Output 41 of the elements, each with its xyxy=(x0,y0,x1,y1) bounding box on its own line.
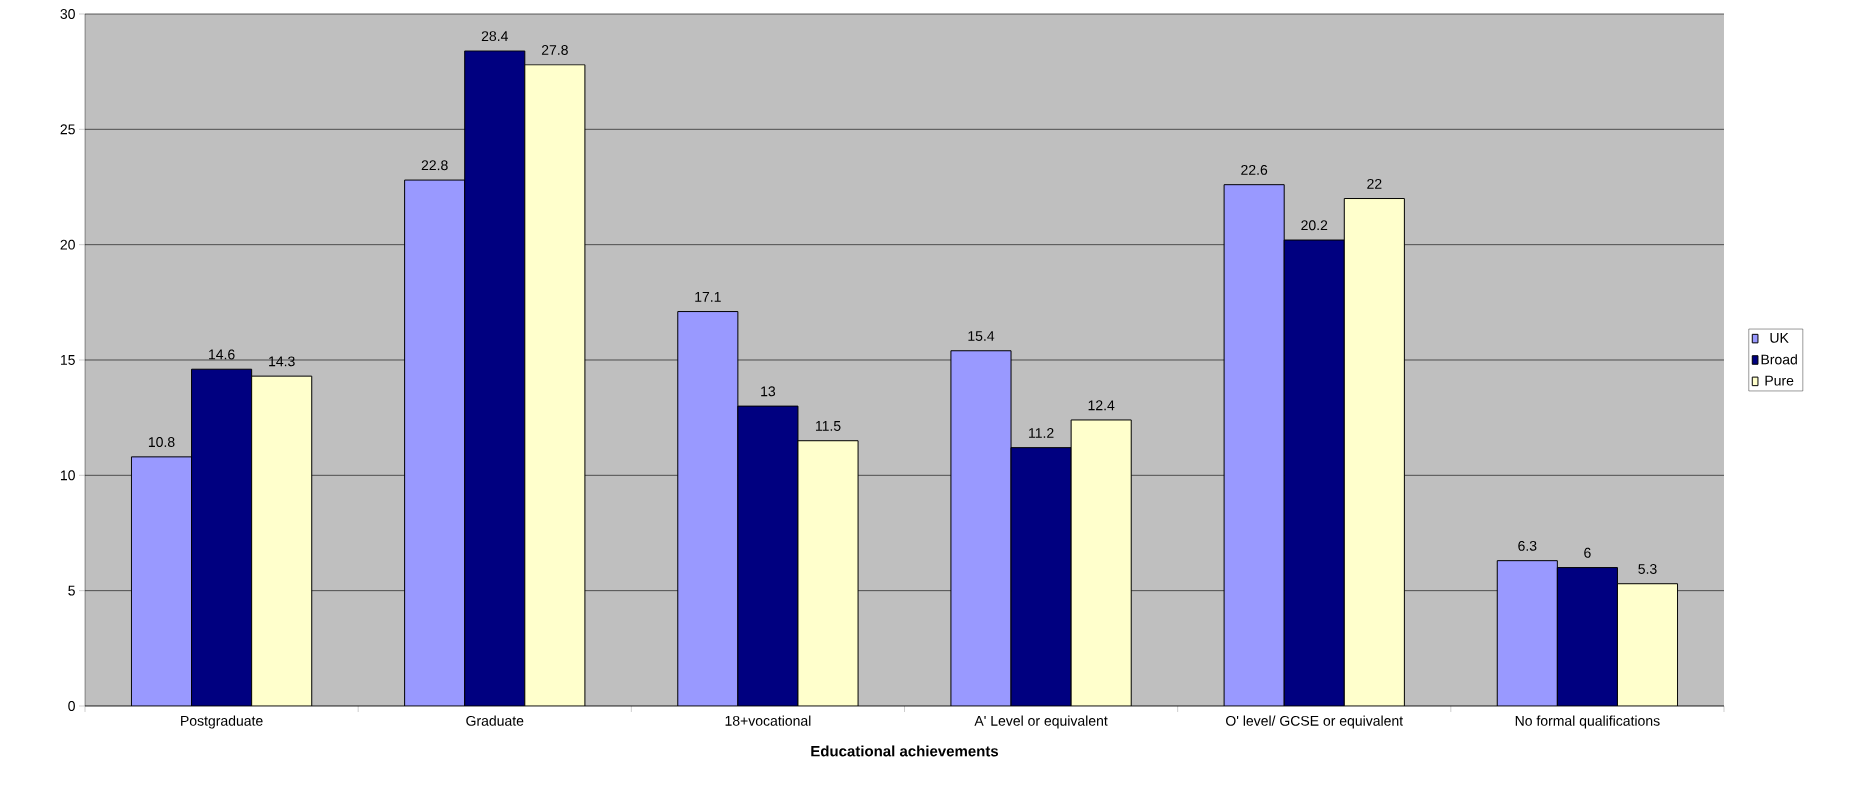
x-tick-label: Graduate xyxy=(466,715,524,726)
bar xyxy=(1496,560,1558,706)
y-tick-label: 10 xyxy=(60,470,75,481)
data-label: 11.2 xyxy=(1029,428,1054,438)
data-label: 22 xyxy=(1367,178,1382,189)
data-label: 12.4 xyxy=(1088,400,1115,411)
legend-label: Broad xyxy=(1761,354,1797,365)
x-tick-label: 18+vocational xyxy=(725,715,811,726)
bar xyxy=(677,311,739,706)
data-label: 14.3 xyxy=(269,356,295,367)
legend-label: UK xyxy=(1770,333,1789,343)
bar xyxy=(950,350,1012,706)
legend-label: Pure xyxy=(1765,375,1794,386)
y-tick-label: 30 xyxy=(60,9,75,19)
data-label: 6.3 xyxy=(1518,540,1537,551)
data-label: 17.1 xyxy=(695,292,721,302)
data-label: 5.3 xyxy=(1638,563,1657,574)
data-label: 10.8 xyxy=(148,437,175,448)
x-tick-label: No formal qualifications xyxy=(1515,715,1660,729)
y-tick-label: 15 xyxy=(60,355,75,365)
data-label: 22.8 xyxy=(421,160,448,171)
data-label: 14.6 xyxy=(209,349,235,360)
x-tick-label: A' Level or equivalent xyxy=(974,715,1108,729)
data-label: 27.8 xyxy=(541,44,568,55)
bar xyxy=(1223,184,1285,706)
data-label: 15.4 xyxy=(968,331,995,341)
data-label: 28.4 xyxy=(481,31,508,42)
y-tick-label: 25 xyxy=(60,124,75,135)
y-tick-label: 5 xyxy=(68,585,75,596)
x-tick-label: Postgraduate xyxy=(181,715,263,729)
data-label: 13 xyxy=(761,386,776,397)
bar xyxy=(404,179,466,706)
x-axis-title: Educational achievements xyxy=(811,745,999,757)
data-label: 6 xyxy=(1584,547,1591,558)
x-tick-label: O' level/ GCSE or equivalent xyxy=(1226,715,1403,729)
data-label: 20.2 xyxy=(1301,220,1328,231)
bar xyxy=(130,456,193,706)
data-label: 11.5 xyxy=(815,421,841,431)
y-tick-label: 20 xyxy=(60,239,75,250)
y-tick-label: 0 xyxy=(68,701,75,711)
data-label: 22.6 xyxy=(1241,164,1268,175)
